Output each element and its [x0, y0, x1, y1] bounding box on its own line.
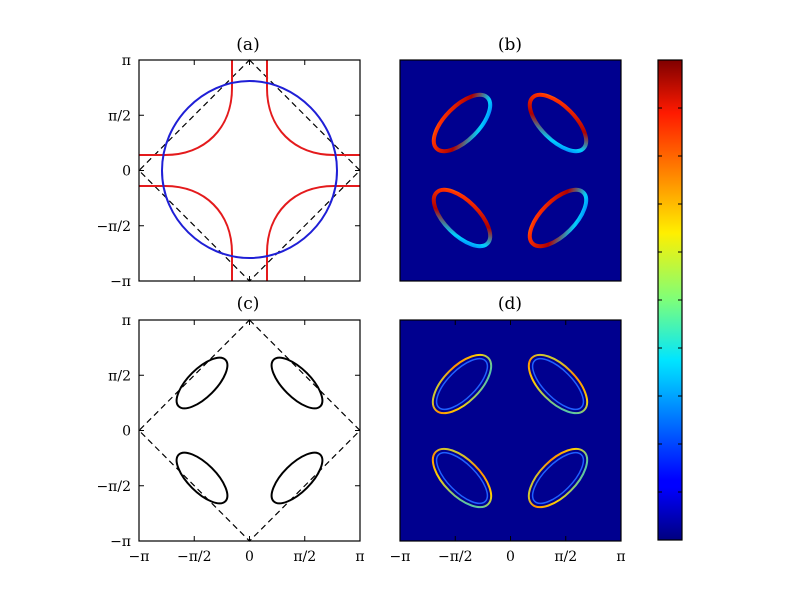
ytick-label: π: [122, 53, 131, 69]
panel-a-ticks: π π/2 0 −π/2 −π: [96, 53, 361, 290]
ring-b-tl: [431, 92, 493, 154]
ring-b-tr: [527, 92, 589, 154]
panel-a-title: (a): [236, 35, 259, 55]
xtick-label: 0: [245, 549, 254, 565]
panel-c-ticks: π π/2 0 −π/2 −π−π −π/2 0 π/2 π: [96, 313, 364, 565]
panel-b-background: [400, 60, 621, 281]
panel-d-rings: [431, 353, 589, 509]
ring-d-tl-inner: [435, 357, 489, 411]
panel-d: (d) −π −π/2 0 π/2 π: [390, 294, 626, 565]
ring-b-br: [527, 187, 589, 249]
pocket-c-bl: [175, 451, 229, 505]
ring-d-tr-inner: [531, 357, 585, 411]
ring-d-br-inner: [531, 451, 585, 505]
panel-d-ticks: −π −π/2 0 π/2 π: [390, 320, 626, 565]
panel-a-background: [139, 60, 360, 281]
xtick-label: π: [616, 549, 625, 565]
ytick-label: π/2: [108, 368, 131, 384]
ring-d-tr-outer: [527, 353, 589, 415]
pocket-c-tr: [270, 356, 324, 410]
panel-c-title: (c): [237, 294, 260, 314]
xtick-label: π/2: [293, 549, 316, 565]
ytick-label: π/2: [108, 108, 131, 124]
panel-c-pockets: [175, 356, 324, 505]
ytick-label: 0: [122, 164, 131, 180]
xtick-label: −π: [390, 549, 411, 565]
ytick-label: −π/2: [96, 479, 131, 495]
xtick-label: −π/2: [438, 549, 473, 565]
ring-d-bl-inner: [435, 451, 489, 505]
panel-b-frame: [399, 59, 622, 282]
xtick-label: π: [355, 549, 364, 565]
xtick-label: −π/2: [177, 549, 212, 565]
panel-b-rings: [431, 92, 589, 249]
colorbar-ticks: [658, 107, 682, 493]
ytick-label: −π: [110, 534, 131, 550]
pocket-c-br: [270, 451, 324, 505]
ring-d-bl-outer: [431, 447, 493, 509]
panel-b-title: (b): [498, 35, 522, 55]
xtick-label: 0: [506, 549, 515, 565]
panel-d-title: (d): [498, 294, 522, 314]
xtick-label: π/2: [554, 549, 577, 565]
xtick-label: −π: [129, 549, 150, 565]
ring-b-bl: [431, 187, 493, 249]
ytick-label: −π/2: [96, 219, 131, 235]
ytick-label: 0: [122, 424, 131, 440]
ytick-label: −π: [110, 274, 131, 290]
colorbar: [657, 59, 683, 541]
panel-a: (a) π π/2 0 −π/2 −π: [96, 35, 361, 290]
panel-c-background: [139, 320, 360, 541]
panel-b: (b): [399, 35, 622, 282]
panel-a-blue-contour: [160, 79, 339, 260]
pocket-c-tl: [175, 356, 229, 410]
ring-d-tl-outer: [431, 353, 493, 415]
panel-d-background: [400, 320, 621, 541]
ring-d-br-outer: [527, 447, 589, 509]
ytick-label: π: [122, 313, 131, 329]
panel-c: (c) π π/2 0 −π/2 −π−π −π/2 0 π/2 π: [96, 294, 364, 565]
panel-a-red-contours: [139, 60, 360, 281]
